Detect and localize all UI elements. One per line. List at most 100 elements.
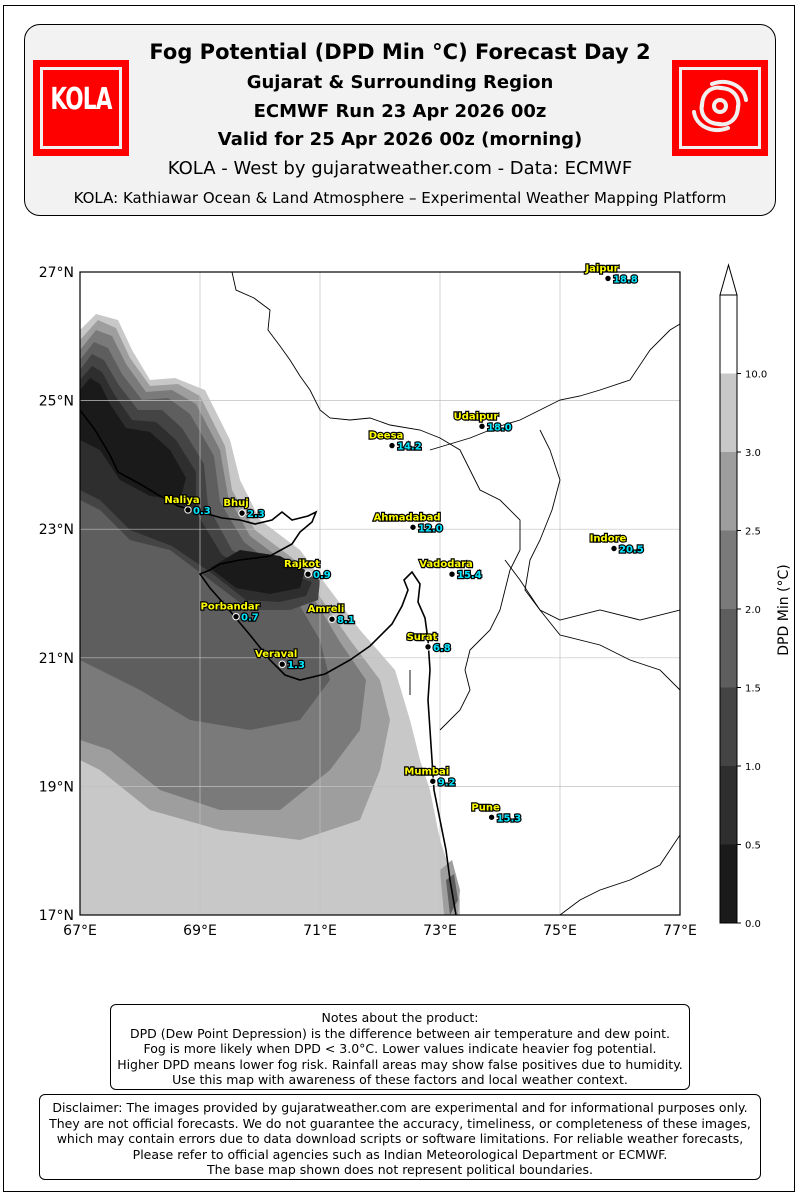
- city-name: Bhuj: [223, 498, 248, 509]
- colorbar-extend-arrow: [719, 263, 738, 296]
- lon-tick-label: 77°E: [663, 923, 697, 939]
- city-dpd-value: 8.1: [337, 615, 355, 626]
- lon-tick-label: 71°E: [303, 923, 337, 939]
- city-dot: [487, 813, 496, 821]
- kola-logo: KOLA: [33, 60, 129, 156]
- colorbar-segment: [720, 373, 737, 452]
- base-map-boundaries: [80, 272, 680, 915]
- city-dpd-value: 20.5: [619, 544, 644, 555]
- fog-potential-field: [80, 314, 460, 915]
- city-dpd-value: 2.3: [247, 509, 265, 520]
- colorbar-segment: [720, 452, 737, 531]
- city-dpd-value: 0.9: [313, 570, 331, 581]
- lat-tick-label: 25°N: [39, 394, 74, 410]
- disclaimer-line: which may contain errors due to data dow…: [56, 1131, 744, 1146]
- colorbar-label: DPD Min (°C): [776, 564, 792, 655]
- colorbar-segment: [720, 295, 737, 374]
- city-name: Veraval: [255, 649, 297, 660]
- notes-line: Notes about the product:: [321, 1010, 479, 1025]
- colorbar-segment: [720, 609, 737, 688]
- city-name: Amreli: [308, 604, 345, 615]
- city-dpd-value: 9.2: [438, 777, 456, 788]
- city-name: Udaipur: [454, 411, 499, 422]
- colorbar-tick-label: 3.0: [745, 448, 761, 459]
- city-dot: [238, 509, 246, 517]
- city-dpd-value: 1.3: [287, 660, 305, 671]
- city-dot: [278, 660, 286, 668]
- city-name: Porbandar: [201, 602, 260, 613]
- valid-time-line: Valid for 25 Apr 2026 00z (morning): [217, 129, 583, 150]
- disclaimer-line: Disclaimer: The images provided by gujar…: [52, 1100, 748, 1115]
- brand-line: KOLA - West by gujaratweather.com - Data…: [167, 158, 633, 179]
- colorbar: 0.0 0.5 1.0 1.5 2.0 2.5 3.0 10.0: [719, 263, 767, 930]
- city-dot: [429, 777, 437, 785]
- city-dpd-value: 14.2: [397, 442, 422, 453]
- colorbar-tick-label: 0.5: [745, 841, 761, 852]
- city-name: Jaipur: [584, 263, 618, 274]
- city-dot: [604, 274, 612, 283]
- notes-line: Use this map with awareness of these fac…: [172, 1072, 628, 1087]
- disclaimer-line: Please refer to official agencies such a…: [132, 1146, 668, 1162]
- colorbar-tick-label: 0.0: [745, 919, 761, 930]
- lon-tick-label: 69°E: [183, 923, 217, 939]
- lon-tick-label: 75°E: [543, 923, 577, 939]
- notes-line: Higher DPD means lower fog risk. Rainfal…: [117, 1056, 683, 1072]
- city-dot: [409, 523, 417, 531]
- city-name: Pune: [471, 802, 500, 813]
- colorbar-segment: [720, 844, 737, 923]
- latitude-tick-labels: 27°N 25°N 23°N 21°N 19°N 17°N: [39, 265, 74, 924]
- header-panel: Fog Potential (DPD Min °C) Forecast Day …: [24, 24, 776, 216]
- lat-tick-label: 17°N: [39, 908, 74, 924]
- colorbar-tick-label: 1.0: [745, 762, 761, 773]
- colorbar-tick-label: 2.5: [745, 527, 761, 538]
- city-dot: [388, 441, 396, 450]
- lat-tick-label: 23°N: [39, 522, 74, 538]
- colorbar-tick-label: 1.5: [745, 684, 761, 695]
- disclaimer-box: Disclaimer: The images provided by gujar…: [39, 1094, 761, 1180]
- city-dot: [610, 544, 618, 553]
- disclaimer-line: The base map shown does not represent po…: [207, 1162, 593, 1177]
- page-frame: [3, 5, 795, 1192]
- city-dpd-value: 15.4: [457, 570, 482, 581]
- city-name: Deesa: [369, 431, 404, 442]
- cyclone-logo: [672, 60, 768, 156]
- city-dpd-value: 6.8: [433, 643, 451, 654]
- disclaimer-line: They are not official forecasts. We do n…: [49, 1115, 751, 1131]
- city-name: Vadodara: [419, 559, 473, 570]
- colorbar-tick-label: 2.0: [745, 605, 761, 616]
- city-dpd-value: 12.0: [418, 523, 443, 534]
- notes-line: Fog is more likely when DPD < 3.0°C. Low…: [143, 1041, 657, 1056]
- model-run-line: ECMWF Run 23 Apr 2026 00z: [253, 101, 547, 122]
- colorbar-segment: [720, 530, 737, 609]
- region-subtitle: Gujarat & Surrounding Region: [246, 72, 554, 93]
- city-dot: [232, 612, 240, 621]
- city-name: Surat: [407, 632, 438, 643]
- city-dpd-value: 18.8: [613, 274, 638, 285]
- lat-tick-label: 19°N: [39, 779, 74, 795]
- colorbar-segment: [720, 766, 737, 845]
- platform-line: KOLA: Kathiawar Ocean & Land Atmosphere …: [73, 189, 727, 207]
- lat-tick-label: 21°N: [39, 651, 74, 667]
- city-dot: [304, 570, 312, 578]
- colorbar-tick-label: 10.0: [745, 370, 767, 381]
- city-dot: [328, 615, 336, 623]
- city-dot: [184, 506, 192, 514]
- colorbar-segment: [720, 687, 737, 766]
- city-name: Indore: [590, 533, 627, 544]
- city-dpd-value: 18.0: [487, 422, 512, 433]
- city-dpd-value: 0.7: [241, 613, 259, 624]
